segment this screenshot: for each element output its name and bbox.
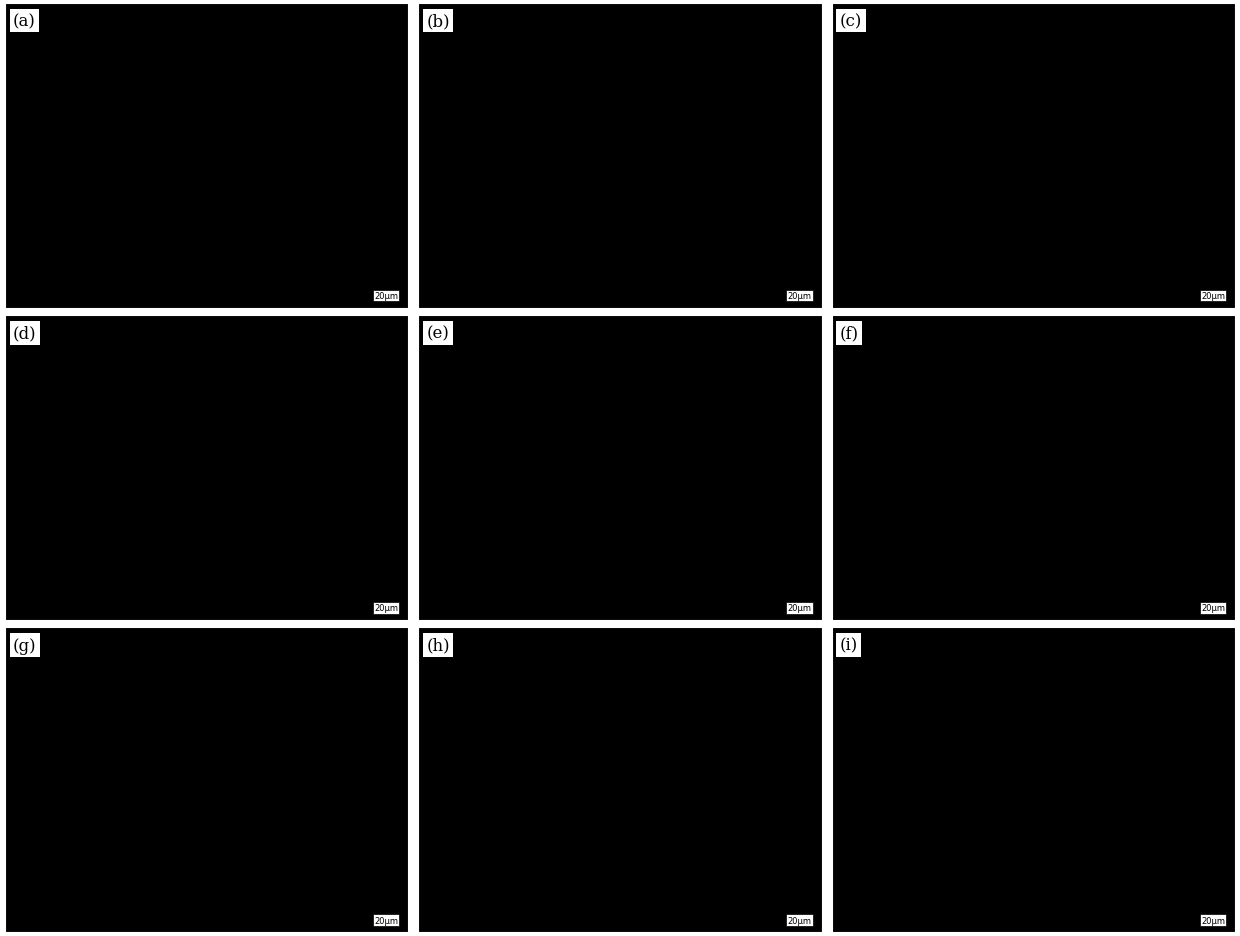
Text: (d): (d) [14,325,37,342]
Text: 20μm: 20μm [787,915,811,925]
Text: (b): (b) [427,13,450,30]
Text: 20μm: 20μm [787,292,811,300]
Text: 20μm: 20μm [374,604,398,612]
Text: (h): (h) [427,637,450,654]
Text: (c): (c) [839,13,862,30]
Text: 20μm: 20μm [1202,292,1225,300]
Text: (e): (e) [427,325,449,342]
Text: (a): (a) [14,13,36,30]
Text: (f): (f) [839,325,859,342]
Text: 20μm: 20μm [1202,604,1225,612]
Text: 20μm: 20μm [787,604,811,612]
Text: (g): (g) [14,637,37,654]
Text: 20μm: 20μm [374,292,398,300]
Text: 20μm: 20μm [374,915,398,925]
Text: (i): (i) [839,637,858,654]
Text: 20μm: 20μm [1202,915,1225,925]
